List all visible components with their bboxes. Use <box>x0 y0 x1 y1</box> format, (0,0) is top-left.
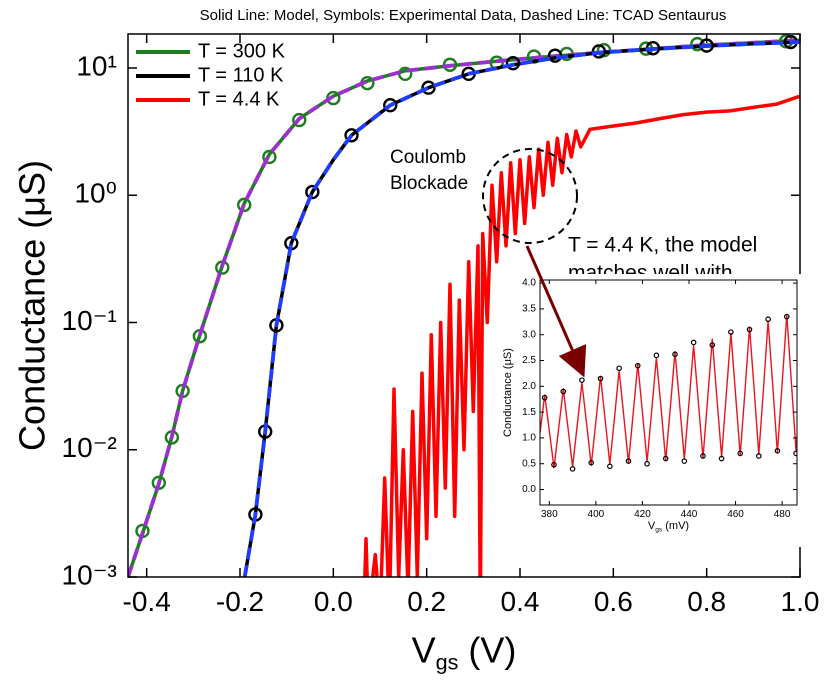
line <box>540 313 797 469</box>
plot-frame <box>539 279 798 506</box>
y-tick-label: 0.5 <box>522 458 536 469</box>
data-point <box>765 316 771 323</box>
x-tick-label: -0.4 <box>123 586 171 617</box>
data-point <box>793 450 797 457</box>
annotation: Coulomb <box>390 147 466 168</box>
x-axis-label-unit: (V) <box>458 629 516 670</box>
x-axis-label-sub: gs <box>436 649 459 674</box>
data-point <box>541 394 548 401</box>
data-point <box>588 459 595 466</box>
x-tick-label: 380 <box>541 509 558 520</box>
data-point <box>597 375 604 382</box>
x-tick-label: 0.0 <box>314 586 353 617</box>
data-point <box>421 80 436 95</box>
x-axis-label: Vgs (mV) <box>648 520 689 533</box>
data-point <box>551 461 557 468</box>
data-point <box>644 460 650 467</box>
data-point <box>236 197 252 213</box>
data-point <box>728 329 734 335</box>
legend-label: T = 300 K <box>198 40 286 62</box>
annotation: T = 4.4 K, the model <box>568 234 757 257</box>
x-tick-label: 0.4 <box>501 586 540 617</box>
x-axis-label-main: V <box>648 520 656 532</box>
y-tick-label: 3.5 <box>522 304 536 315</box>
data-point <box>783 313 790 320</box>
y-axis-label: Conductance (μS) <box>502 348 514 437</box>
data-point <box>625 458 632 464</box>
legend-label: T = 110 K <box>198 64 284 86</box>
x-axis-label-unit: (mV) <box>662 520 689 532</box>
y-tick-label: 10⁻³ <box>62 559 117 590</box>
x-tick-label: 440 <box>681 509 698 520</box>
data-point <box>746 326 753 333</box>
x-axis-label: Vgs (V) <box>412 629 517 674</box>
data-point <box>662 455 669 462</box>
x-tick-label: 400 <box>588 509 605 520</box>
data-point <box>383 98 398 113</box>
data-point <box>569 466 576 472</box>
y-tick-label: 1.0 <box>522 433 536 444</box>
inset-background <box>498 274 803 547</box>
y-tick-label: 4.0 <box>522 278 536 289</box>
data-point <box>681 458 688 464</box>
data-point <box>505 56 521 71</box>
x-tick-label: 0.2 <box>407 586 446 617</box>
data-point <box>653 352 660 359</box>
y-tick-label: 2.0 <box>522 381 536 392</box>
y-tick-label: 0.0 <box>522 484 536 495</box>
data-point <box>616 365 622 372</box>
data-point <box>690 339 697 346</box>
x-tick-label: 1.0 <box>781 586 820 617</box>
data-point <box>756 453 762 459</box>
y-tick-label: 10⁻² <box>62 432 117 463</box>
x-tick-label: 0.6 <box>594 586 633 617</box>
data-point <box>672 351 678 358</box>
dashed-line <box>242 40 800 577</box>
y-tick-label: 2.5 <box>522 355 536 366</box>
y-axis-label: Conductance (μS) <box>12 160 53 451</box>
highlight-circle <box>482 148 578 244</box>
x-tick-label: 0.8 <box>687 586 726 617</box>
plot-area <box>540 313 797 472</box>
data-point <box>700 453 706 459</box>
data-point <box>579 377 585 383</box>
data-point <box>591 44 607 59</box>
data-point <box>774 448 781 454</box>
zoom-arrow <box>525 245 587 378</box>
data-point <box>709 342 716 348</box>
data-point <box>607 463 613 470</box>
y-tick-label: 10¹ <box>76 50 116 81</box>
legend-label: T = 4.4 K <box>198 88 280 110</box>
data-point <box>634 362 641 369</box>
y-tick-label: 10⁰ <box>74 178 116 209</box>
x-tick-label: 480 <box>774 509 791 520</box>
plot-area <box>128 34 800 577</box>
data-point <box>344 128 359 143</box>
data-point <box>718 455 725 462</box>
y-tick-label: 1.5 <box>522 407 536 418</box>
annotation: Blockade <box>390 173 468 194</box>
data-point <box>737 450 743 457</box>
data-point <box>560 388 567 395</box>
data-point <box>305 184 320 200</box>
x-tick-label: 420 <box>634 509 651 520</box>
y-tick-label: 3.0 <box>522 329 536 340</box>
data-point <box>292 112 307 128</box>
x-axis-label-sub: gs <box>655 526 663 533</box>
line <box>363 94 800 577</box>
chart-title: Solid Line: Model, Symbols: Experimental… <box>200 7 727 24</box>
y-tick-label: 10⁻¹ <box>62 305 117 336</box>
data-point <box>262 149 277 165</box>
x-tick-label: -0.2 <box>216 586 264 617</box>
x-axis-label-main: V <box>412 629 436 670</box>
x-tick-label: 460 <box>727 509 744 520</box>
